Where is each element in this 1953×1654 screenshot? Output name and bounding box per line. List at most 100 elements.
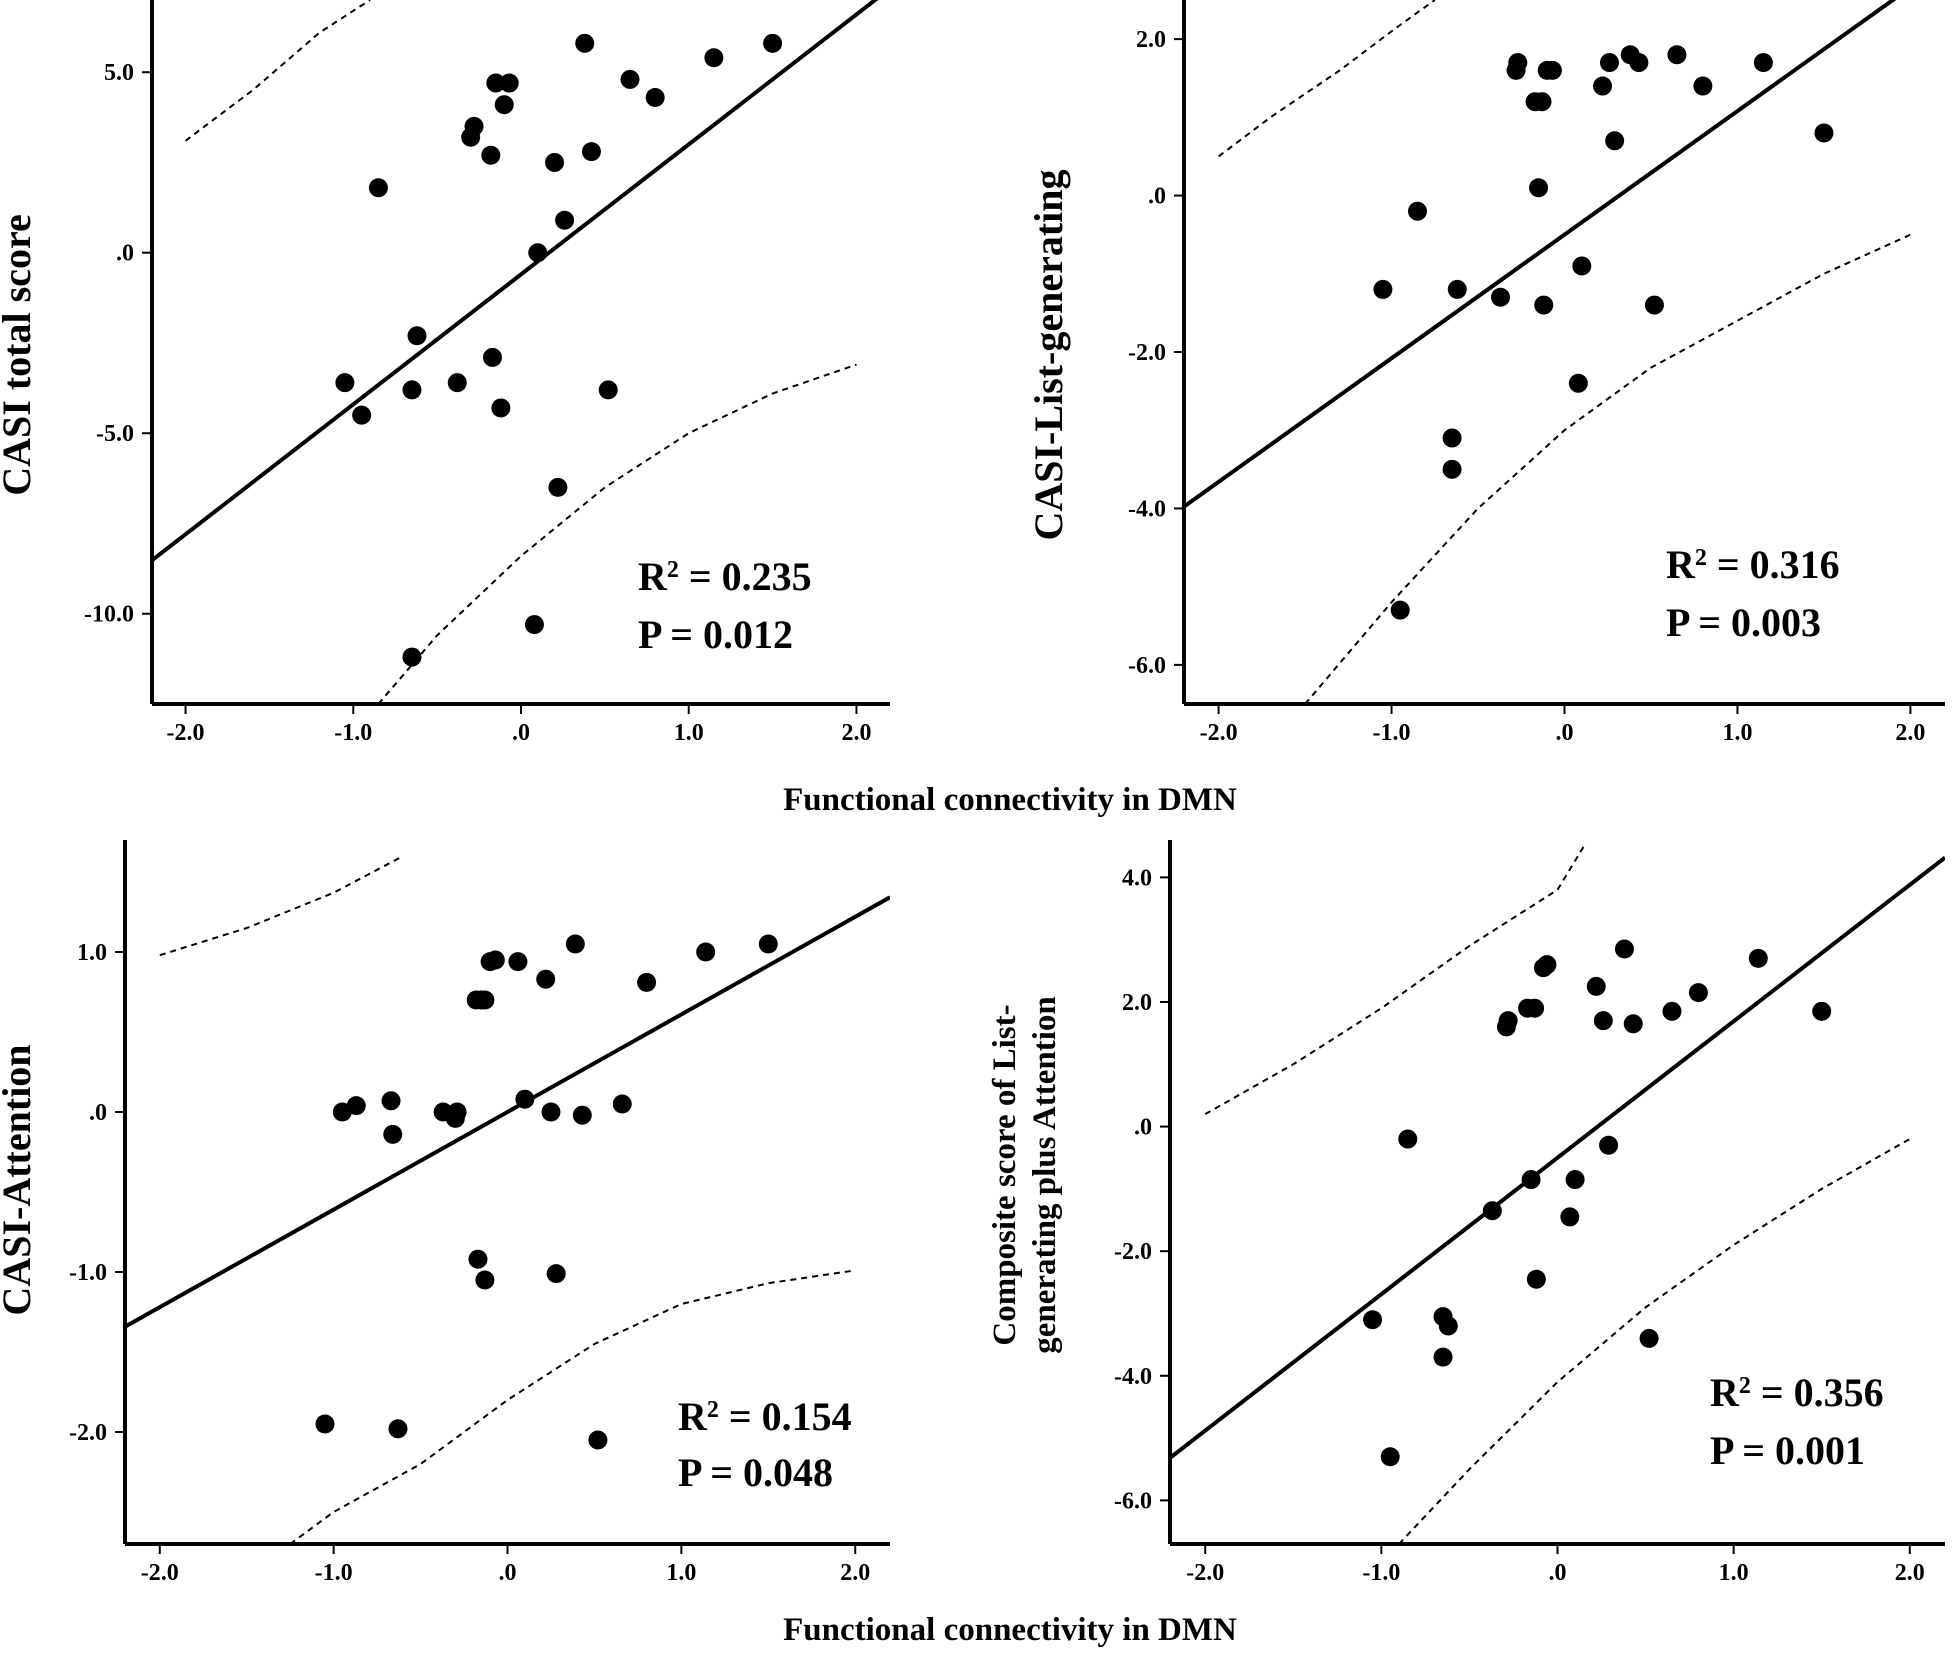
r2-annotation-composite: R2 = 0.356 bbox=[1710, 1370, 1884, 1415]
data-point bbox=[1662, 1001, 1682, 1021]
data-point bbox=[1526, 1269, 1546, 1289]
y-tick-label: 1.0 bbox=[77, 940, 107, 966]
data-point bbox=[346, 1096, 366, 1116]
data-point bbox=[1529, 178, 1549, 198]
data-point bbox=[1688, 983, 1708, 1003]
y-tick-label: -6.0 bbox=[1114, 1488, 1152, 1514]
shared-xlabel-bottom: Functional connectivity in DMN bbox=[783, 1612, 1237, 1648]
data-point bbox=[1593, 76, 1613, 96]
x-tick-label: -2.0 bbox=[167, 720, 205, 746]
x-tick-label: -2.0 bbox=[141, 1560, 179, 1586]
data-point bbox=[1599, 1135, 1619, 1155]
data-point bbox=[1623, 1014, 1643, 1034]
data-point bbox=[352, 405, 372, 425]
data-point bbox=[620, 69, 640, 89]
data-point bbox=[1667, 45, 1687, 65]
y-tick-label: -1.0 bbox=[69, 1260, 107, 1286]
x-tick-label: 2.0 bbox=[1895, 720, 1925, 746]
data-point bbox=[758, 934, 778, 954]
data-point bbox=[1639, 1328, 1659, 1348]
y-tick-label: .0 bbox=[1134, 1115, 1152, 1141]
ci-lower-curve bbox=[1398, 1138, 1911, 1544]
data-point bbox=[1644, 295, 1664, 315]
data-point bbox=[1572, 256, 1592, 276]
p-annotation-composite: P = 0.001 bbox=[1710, 1428, 1865, 1473]
data-point bbox=[1442, 428, 1462, 448]
data-point bbox=[482, 347, 502, 367]
data-point bbox=[541, 1102, 561, 1122]
y-tick-label: -2.0 bbox=[69, 1420, 107, 1446]
data-point bbox=[1438, 1316, 1458, 1336]
data-point bbox=[1753, 53, 1773, 73]
x-tick-label: 2.0 bbox=[841, 720, 871, 746]
y-tick-label: 5.0 bbox=[104, 60, 134, 86]
y-tick-label: .0 bbox=[1148, 184, 1166, 210]
data-point bbox=[1537, 955, 1557, 975]
data-point bbox=[1442, 459, 1462, 479]
data-point bbox=[704, 48, 724, 68]
y-tick-label: .0 bbox=[89, 1100, 107, 1126]
data-point bbox=[1534, 295, 1554, 315]
data-point bbox=[1433, 1347, 1453, 1367]
data-point bbox=[494, 95, 514, 115]
data-point bbox=[1565, 1170, 1585, 1190]
x-tick-label: 1.0 bbox=[666, 1560, 696, 1586]
data-point bbox=[1748, 948, 1768, 968]
data-point bbox=[368, 178, 388, 198]
y-tick-label: 4.0 bbox=[1122, 865, 1152, 891]
data-point bbox=[481, 145, 501, 165]
data-point bbox=[572, 1105, 592, 1125]
data-point bbox=[486, 73, 506, 93]
data-point bbox=[546, 1264, 566, 1284]
data-point bbox=[1814, 123, 1834, 143]
ci-lower-curve bbox=[1304, 233, 1911, 704]
x-tick-label: -1.0 bbox=[1362, 1560, 1400, 1586]
data-point bbox=[1521, 1170, 1541, 1190]
data-point bbox=[1398, 1129, 1418, 1149]
data-point bbox=[1407, 201, 1427, 221]
data-point bbox=[508, 952, 528, 972]
ylabel-composite-line1: Composite score of List- bbox=[987, 1004, 1023, 1345]
data-point bbox=[1568, 373, 1588, 393]
ci-lower-curve bbox=[377, 363, 857, 704]
data-point bbox=[335, 373, 355, 393]
panel-composite-score: -2.0 -1.0 .0 1.0 2.0 -6.0 -4.0 -2.0 .0 2.0 4.0 bbox=[1114, 840, 1945, 1586]
data-point bbox=[588, 1430, 608, 1450]
data-point bbox=[447, 1102, 467, 1122]
data-point bbox=[1560, 1207, 1580, 1227]
regression-line bbox=[152, 0, 879, 562]
ci-upper-curve bbox=[184, 0, 371, 142]
r2-annotation-total: R2 = 0.235 bbox=[638, 554, 812, 599]
data-point bbox=[447, 373, 467, 393]
data-point bbox=[545, 152, 565, 172]
data-point bbox=[1363, 1310, 1383, 1330]
y-tick-label: 2.0 bbox=[1136, 27, 1166, 53]
data-point bbox=[565, 934, 585, 954]
data-point bbox=[468, 1249, 488, 1269]
data-point bbox=[464, 116, 484, 136]
y-tick-label: -6.0 bbox=[1128, 653, 1166, 679]
data-point bbox=[1599, 53, 1619, 73]
regression-line bbox=[1170, 855, 1945, 1460]
data-point bbox=[1812, 1001, 1832, 1021]
data-point bbox=[598, 380, 618, 400]
data-point bbox=[524, 615, 544, 635]
p-annotation-list: P = 0.003 bbox=[1666, 600, 1821, 645]
data-point bbox=[1498, 1011, 1518, 1031]
shared-xlabel-top: Functional connectivity in DMN bbox=[783, 782, 1237, 818]
x-tick-label: -1.0 bbox=[1373, 720, 1411, 746]
data-point bbox=[381, 1091, 401, 1111]
data-point bbox=[1586, 976, 1606, 996]
x-tick-label: 2.0 bbox=[840, 1560, 870, 1586]
data-point bbox=[1593, 1011, 1613, 1031]
panel-casi-attention: -2.0 -1.0 .0 1.0 2.0 -2.0 -1.0 .0 1.0 bbox=[69, 840, 890, 1586]
ylabel-casi-total: CASI total score bbox=[0, 214, 39, 495]
data-point bbox=[1390, 600, 1410, 620]
y-tick-label: -5.0 bbox=[96, 421, 134, 447]
data-point bbox=[1605, 131, 1625, 151]
ci-lower-curve bbox=[289, 1269, 856, 1544]
x-tick-label: .0 bbox=[1549, 1560, 1567, 1586]
data-point bbox=[548, 477, 568, 497]
x-tick-label: -1.0 bbox=[334, 720, 372, 746]
